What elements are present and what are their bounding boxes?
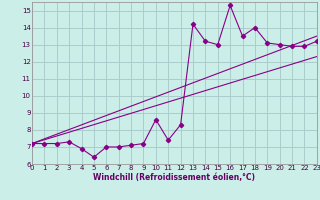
- X-axis label: Windchill (Refroidissement éolien,°C): Windchill (Refroidissement éolien,°C): [93, 173, 255, 182]
